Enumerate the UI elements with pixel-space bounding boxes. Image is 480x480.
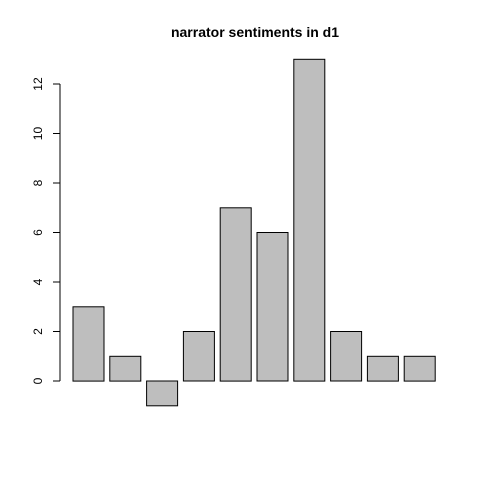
bar-5 bbox=[219, 207, 252, 382]
bar-2 bbox=[109, 355, 142, 382]
y-tick-label: 8 bbox=[31, 179, 45, 186]
bar-8 bbox=[330, 331, 363, 382]
y-tick-label: 2 bbox=[31, 328, 45, 335]
bar-9 bbox=[366, 355, 399, 382]
y-axis: 0 2 4 6 8 10 12 bbox=[31, 77, 61, 384]
bar-7 bbox=[293, 58, 326, 382]
bar-1 bbox=[72, 306, 105, 382]
bar-10 bbox=[403, 355, 436, 382]
y-tick-label: 4 bbox=[31, 278, 45, 285]
bar-6 bbox=[256, 232, 289, 382]
chart-title: narrator sentiments in d1 bbox=[171, 24, 339, 40]
y-tick-label: 6 bbox=[31, 229, 45, 236]
y-tick-label: 12 bbox=[31, 77, 45, 91]
bars-group bbox=[72, 58, 436, 407]
y-tick-label: 0 bbox=[31, 377, 45, 384]
bar-3 bbox=[146, 380, 179, 407]
y-tick-label: 10 bbox=[31, 127, 45, 141]
bar-4 bbox=[182, 331, 215, 382]
